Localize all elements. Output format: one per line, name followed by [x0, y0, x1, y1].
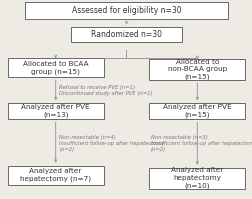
FancyBboxPatch shape [8, 58, 103, 77]
FancyBboxPatch shape [71, 27, 181, 42]
FancyBboxPatch shape [149, 59, 244, 80]
Text: Refusal to receive PVE (n=1)
Discontinued study after PVE (n=1): Refusal to receive PVE (n=1) Discontinue… [59, 85, 152, 96]
Text: Non-resectable (n=4)
Insufficient follow-up after hepatectomy
(n=2): Non-resectable (n=4) Insufficient follow… [59, 135, 165, 152]
Text: Assessed for eligibility n=30: Assessed for eligibility n=30 [71, 6, 181, 16]
FancyBboxPatch shape [8, 103, 103, 119]
Text: Randomized n=30: Randomized n=30 [91, 30, 161, 39]
FancyBboxPatch shape [149, 168, 244, 189]
Text: Analyzed after PVE
(n=13): Analyzed after PVE (n=13) [21, 104, 90, 118]
Text: Analyzed after
hepatectomy
(n=10): Analyzed after hepatectomy (n=10) [170, 167, 223, 189]
FancyBboxPatch shape [8, 166, 103, 185]
Text: Analyzed after PVE
(n=15): Analyzed after PVE (n=15) [162, 104, 231, 118]
Text: Allocated to BCAA
group (n=15): Allocated to BCAA group (n=15) [23, 61, 88, 75]
FancyBboxPatch shape [25, 3, 227, 20]
Text: Allocated to
non-BCAA group
(n=15): Allocated to non-BCAA group (n=15) [167, 59, 226, 80]
FancyBboxPatch shape [149, 103, 244, 119]
Text: Analyzed after
hepatectomy (n=7): Analyzed after hepatectomy (n=7) [20, 168, 91, 182]
Text: Non-resectable (n=3)
Insufficient follow-up after hepatectomy
(n=2): Non-resectable (n=3) Insufficient follow… [150, 135, 252, 152]
